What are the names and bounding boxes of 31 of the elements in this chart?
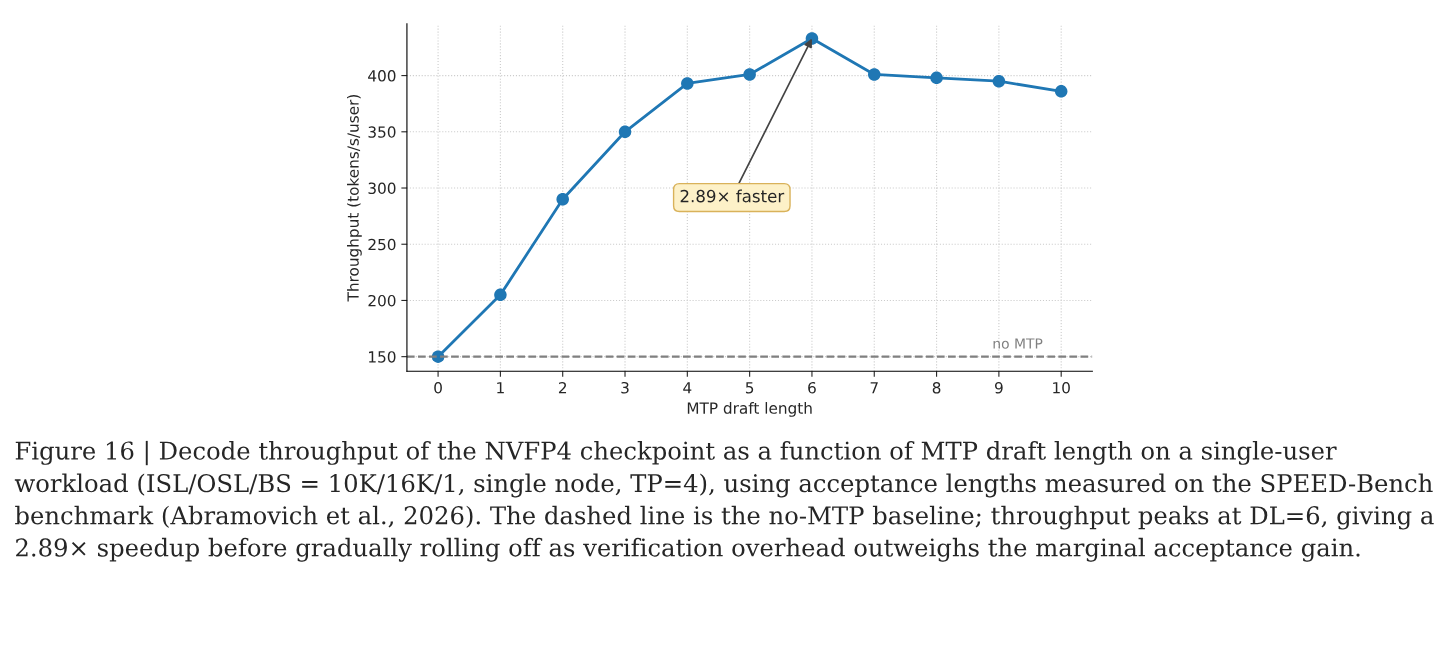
point (930, 71, 943, 85)
x-tick-label: 10 (1053, 381, 1070, 394)
x-tick-label: 7 (870, 382, 878, 394)
y-tick-label: 350 (368, 126, 396, 138)
y-tick-label: 300 (368, 182, 396, 195)
x-tick-label: 2 (558, 381, 567, 394)
point (681, 77, 694, 90)
y-axis-title: Throughput (tokens/s/user) (347, 95, 362, 302)
x-tick-label: 1 (497, 382, 504, 394)
point (743, 68, 756, 81)
point (556, 193, 569, 206)
point (868, 68, 881, 81)
annotation: 2.89× faster (680, 189, 785, 203)
y-tick-label: 400 (368, 70, 396, 82)
x-tick-label: 8 (932, 381, 941, 394)
point (1054, 85, 1068, 98)
y-tick-label: 200 (368, 294, 396, 307)
y-tick-label: 150 (369, 351, 396, 363)
x-axis-title: MTP draft length (687, 402, 812, 417)
point (992, 74, 1006, 88)
caption: Figure 16 | Decode throughput of the NVFP4 checkpoint as a function of MTP draft length on a single-user workload (ISL/OSL/BS = 10K/16K/1, single node, TP=4), using acceptance lengths measured on the SPEED-Bench benchmark (Abramovich et al., 2026). The dashed line is the no-MTP baseline; throughput peaks at DL=6, giving a 2.89× speedup before gradually rolling off as verification overhead outweighs the marginal acceptance gain. (14, 440, 1434, 562)
point (494, 288, 507, 302)
x-tick-label: 4 (683, 382, 692, 394)
x-tick-label: 6 (808, 381, 816, 394)
x-tick-label: 0 (434, 381, 442, 394)
x-tick-label: 9 (994, 381, 1003, 394)
ref-line-label: no MTP (993, 338, 1043, 349)
x-tick-label: 3 (621, 381, 629, 394)
x-tick-label: 5 (745, 382, 754, 394)
point (618, 125, 632, 139)
y-tick-label: 250 (368, 238, 396, 251)
